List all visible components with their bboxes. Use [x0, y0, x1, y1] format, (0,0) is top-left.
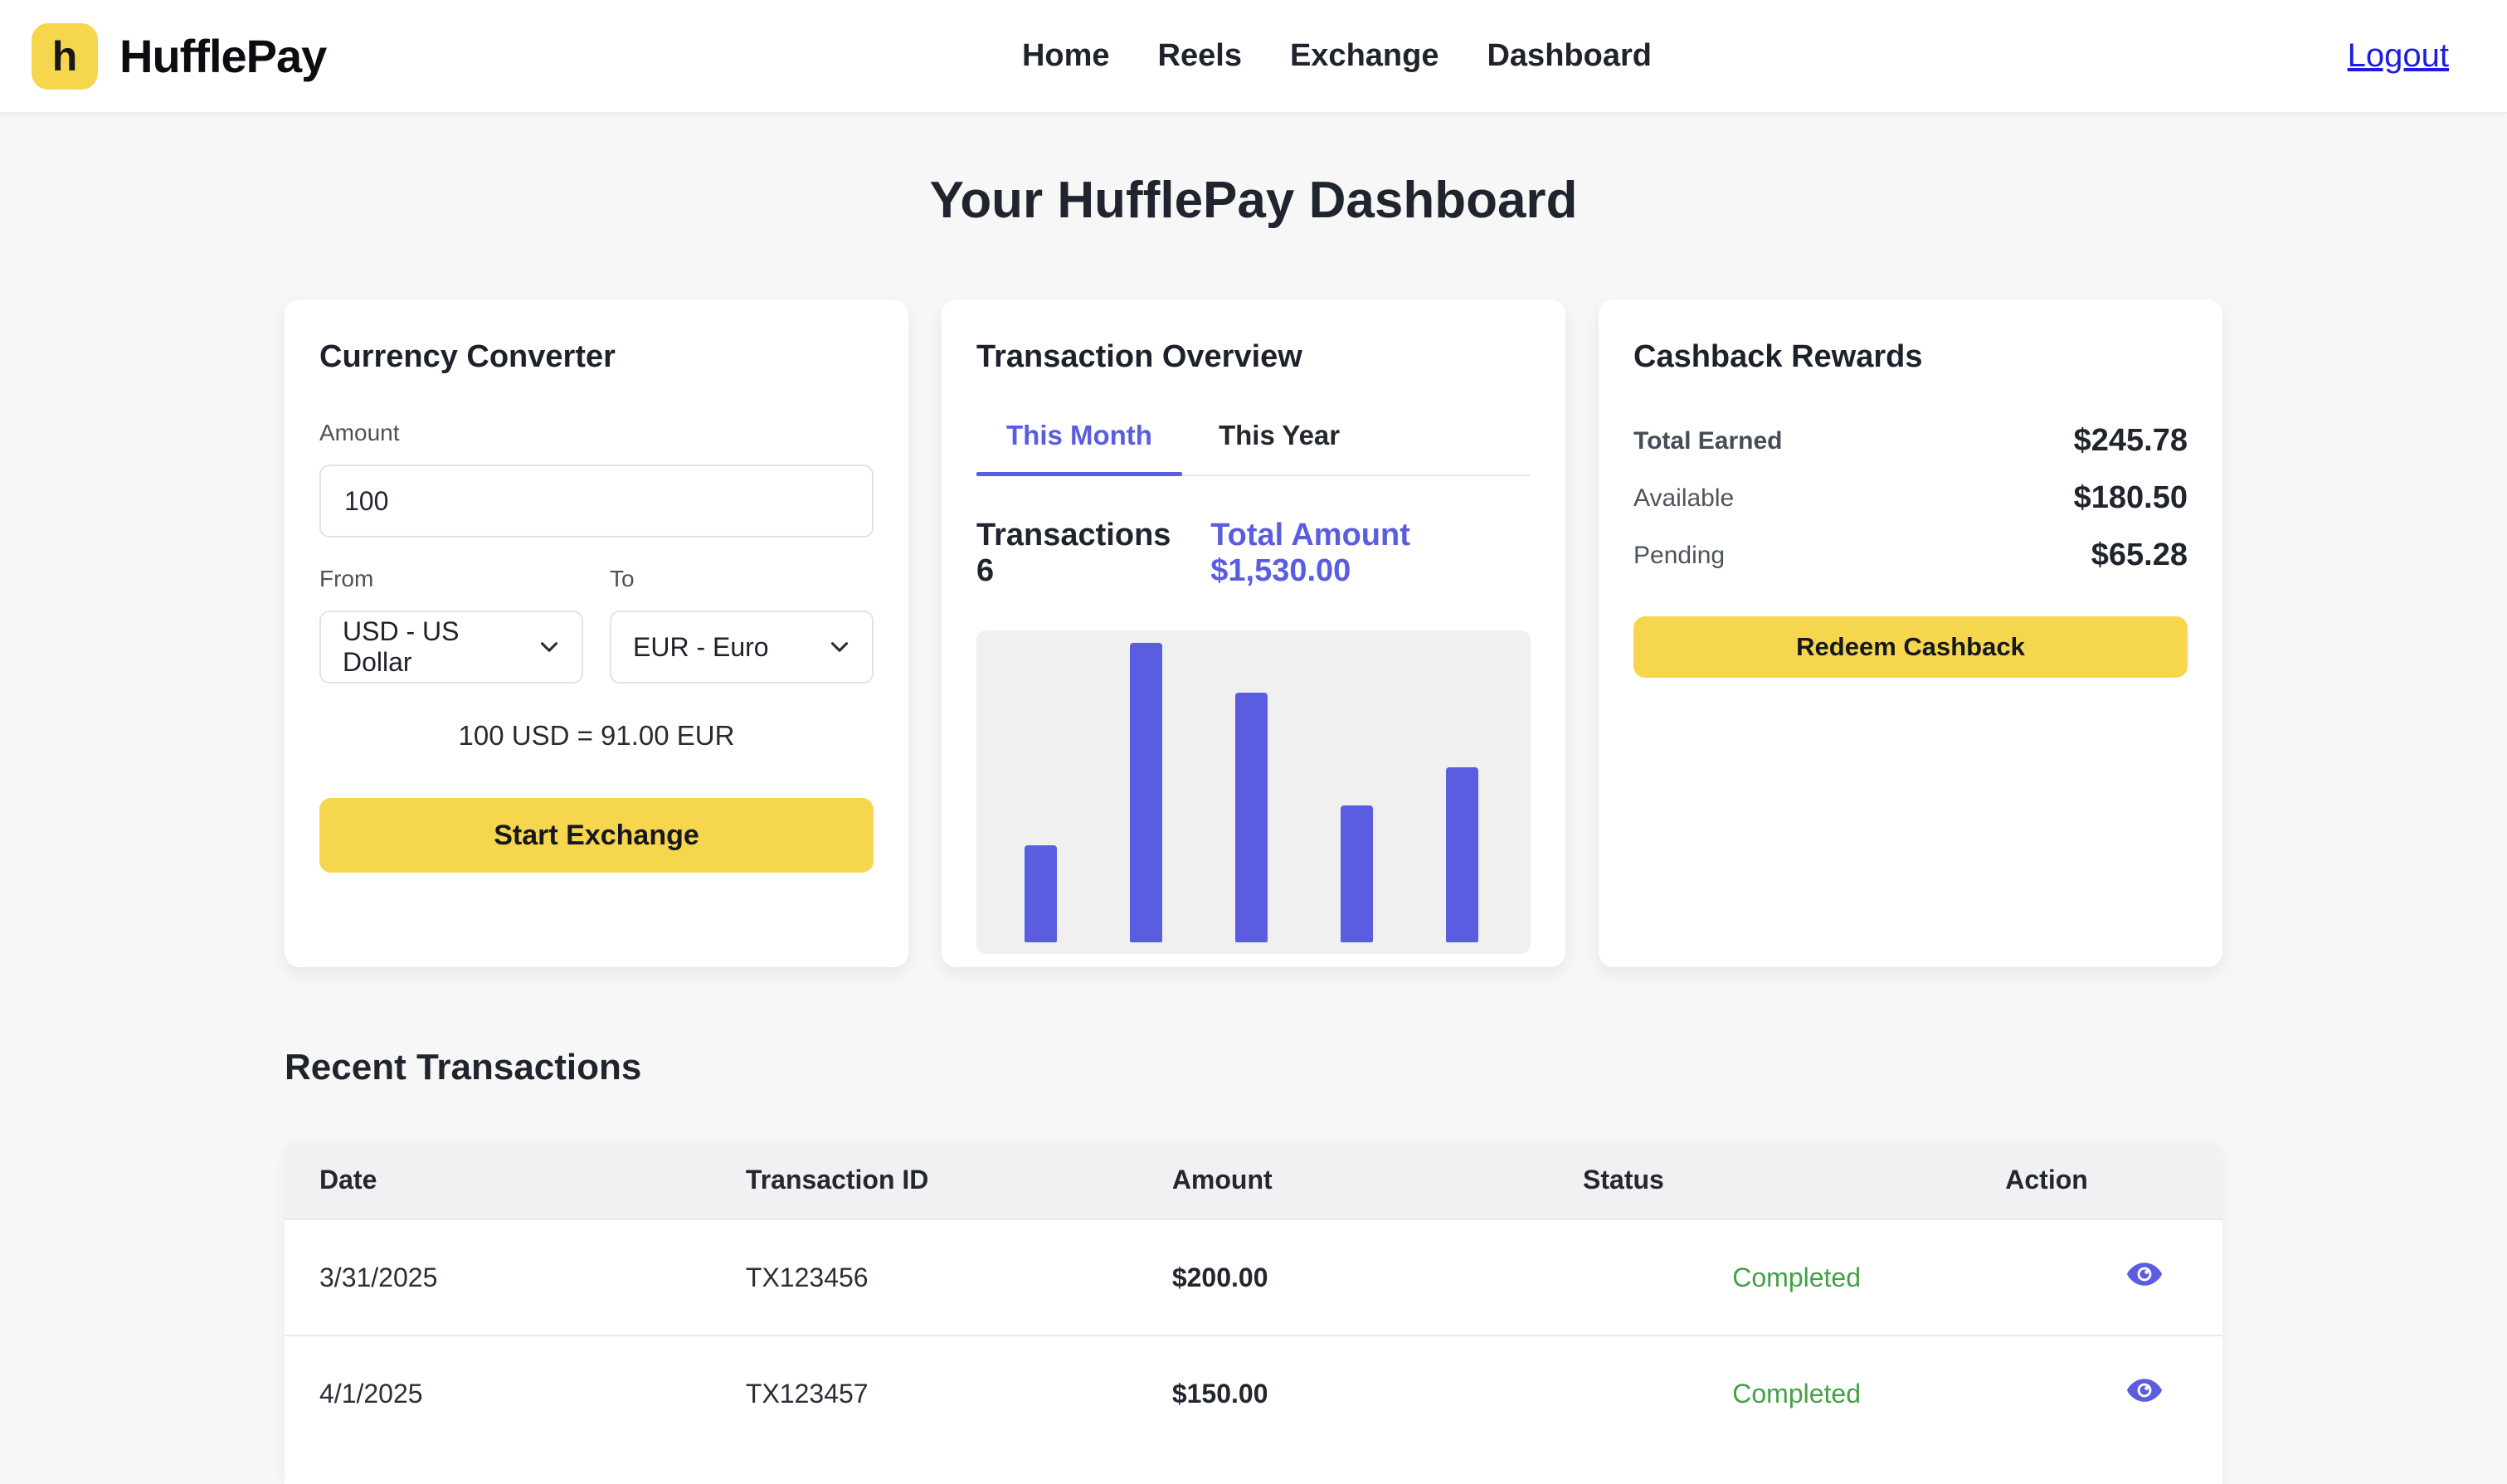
cashback-rewards-title: Cashback Rewards [1633, 339, 1923, 374]
total-earned-value: $245.78 [2073, 423, 2188, 458]
chart-bar [1130, 643, 1162, 942]
tx-id: TX123456 [745, 1262, 869, 1292]
cashback-row-available: Available $180.50 [1633, 480, 2188, 516]
currency-converter-title: Currency Converter [319, 339, 616, 374]
currency-selectors-row: From USD - US Dollar To EUR - Euro [319, 538, 874, 684]
tab-this-month[interactable]: This Month [976, 420, 1182, 476]
logo-letter: h [51, 32, 78, 80]
chart-bar [1446, 767, 1478, 942]
tx-status: Completed [1732, 1378, 1862, 1409]
hufflepay-logo-icon: h [32, 22, 98, 90]
chart-bar [1235, 693, 1268, 942]
overview-tabs: This Month This Year [976, 420, 1531, 476]
currency-converter-card: Currency Converter Amount From USD - US … [285, 299, 908, 967]
eye-icon [2126, 1379, 2162, 1402]
main-nav: Home Reels Exchange Dashboard [326, 38, 2347, 74]
transaction-overview-title: Transaction Overview [976, 339, 1302, 374]
to-label: To [610, 566, 635, 591]
cashback-row-total-earned: Total Earned $245.78 [1633, 423, 2188, 459]
table-row: 4/1/2025 TX123457 $150.00 Completed [285, 1335, 2222, 1451]
nav-item-dashboard[interactable]: Dashboard [1487, 38, 1652, 73]
transaction-overview-card: Transaction Overview This Month This Yea… [942, 299, 1565, 967]
start-exchange-button[interactable]: Start Exchange [319, 798, 874, 873]
cashback-row-pending: Pending $65.28 [1633, 538, 2188, 573]
tx-status: Completed [1732, 1262, 1862, 1292]
nav-item-exchange[interactable]: Exchange [1289, 38, 1439, 73]
from-currency-value: USD - US Dollar [343, 616, 460, 677]
pending-label: Pending [1633, 541, 1726, 569]
eye-icon [2126, 1263, 2162, 1286]
chart-bar [1025, 845, 1057, 942]
column-header-amount: Amount [1171, 1165, 1273, 1194]
from-currency-select[interactable]: USD - US Dollar [319, 611, 583, 684]
available-value: $180.50 [2073, 480, 2188, 515]
to-currency-value: EUR - Euro [633, 631, 769, 662]
brand-name: HufflePay [119, 30, 327, 82]
recent-transactions-title: Recent Transactions [285, 1047, 642, 1087]
top-navigation-bar: h HufflePay Home Reels Exchange Dashboar… [0, 0, 2507, 113]
view-transaction-button[interactable] [2125, 1255, 2164, 1293]
transactions-table: Date Transaction ID Amount Status Action… [285, 1141, 2222, 1484]
table-row: 3/31/2025 TX123456 $200.00 Completed [285, 1219, 2222, 1335]
nav-item-reels[interactable]: Reels [1157, 38, 1242, 73]
page-title: Your HufflePay Dashboard [929, 172, 1578, 229]
total-amount: Total Amount $1,530.00 [1210, 518, 1410, 588]
cashback-rewards-card: Cashback Rewards Total Earned $245.78 Av… [1599, 299, 2222, 967]
table-header-row: Date Transaction ID Amount Status Action [285, 1141, 2222, 1219]
dashboard-content: Your HufflePay Dashboard Currency Conver… [285, 171, 2222, 1484]
tx-amount: $150.00 [1171, 1378, 1268, 1409]
chart-bar [1341, 805, 1373, 942]
view-transaction-button[interactable] [2125, 1371, 2164, 1409]
overview-stats-row: Transactions 6 Total Amount $1,530.00 [976, 518, 1531, 589]
chevron-down-icon [830, 642, 849, 652]
total-earned-label: Total Earned [1633, 426, 1783, 455]
from-label: From [319, 566, 374, 591]
column-header-transaction-id: Transaction ID [745, 1165, 929, 1194]
to-currency-select[interactable]: EUR - Euro [610, 611, 874, 684]
column-header-action: Action [2005, 1165, 2088, 1194]
amount-input[interactable] [319, 465, 874, 538]
tx-amount: $200.00 [1171, 1262, 1268, 1292]
bar-chart [976, 630, 1531, 954]
column-header-date: Date [319, 1165, 377, 1194]
amount-label: Amount [319, 420, 400, 445]
column-header-status: Status [1583, 1165, 1664, 1194]
summary-cards-row: Currency Converter Amount From USD - US … [285, 299, 2222, 967]
tab-this-year[interactable]: This Year [1218, 420, 1341, 450]
logout-link[interactable]: Logout [2347, 37, 2449, 74]
nav-item-home[interactable]: Home [1021, 38, 1110, 73]
tx-date: 4/1/2025 [319, 1378, 423, 1409]
tx-date: 3/31/2025 [319, 1262, 438, 1292]
pending-value: $65.28 [2091, 538, 2188, 572]
conversion-result-text: 100 USD = 91.00 EUR [458, 720, 735, 751]
tx-id: TX123457 [745, 1378, 869, 1409]
available-label: Available [1633, 484, 1735, 512]
redeem-cashback-button[interactable]: Redeem Cashback [1633, 616, 2188, 678]
transactions-count: Transactions 6 [976, 518, 1171, 588]
chevron-down-icon [540, 642, 558, 652]
